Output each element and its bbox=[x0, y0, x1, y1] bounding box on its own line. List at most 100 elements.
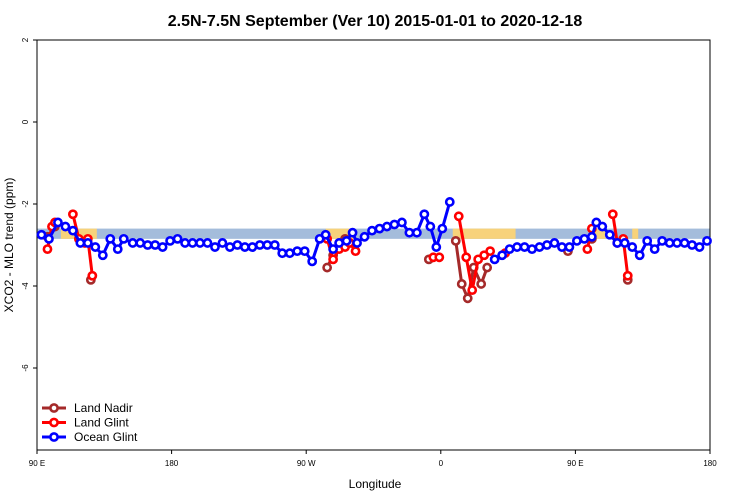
land-nadir-point bbox=[456, 279, 467, 289]
ocean-glint-point bbox=[519, 242, 530, 252]
legend-land-glint-marker bbox=[49, 417, 59, 428]
land-glint-point bbox=[582, 244, 593, 254]
ocean-glint-point bbox=[347, 227, 358, 238]
legend-ocean-glint-label: Ocean Glint bbox=[74, 430, 138, 444]
ocean-glint-point bbox=[702, 235, 712, 246]
ocean-glint-point bbox=[497, 250, 508, 261]
ocean-glint-point bbox=[642, 235, 653, 246]
land-glint-point bbox=[485, 246, 496, 257]
ocean-glint-point bbox=[97, 250, 108, 261]
land-glint-point bbox=[461, 252, 472, 263]
ocean-glint-point bbox=[549, 238, 560, 248]
ticks-layer: 90 E 180 90 W 0 90 E 180 2 0 -2 -4 -6 bbox=[21, 37, 717, 468]
ocean-glint-point bbox=[619, 238, 630, 248]
land-glint-point bbox=[467, 285, 478, 295]
land-nadir-point bbox=[462, 293, 473, 304]
ocean-glint-point bbox=[53, 217, 63, 228]
land-nadir-point bbox=[322, 262, 333, 273]
ocean-glint-point bbox=[44, 233, 54, 244]
ocean-glint-point bbox=[489, 254, 500, 265]
ocean-glint-point bbox=[542, 240, 552, 250]
x-tick-label: 0 bbox=[439, 459, 444, 468]
ocean-glint-point bbox=[411, 227, 422, 238]
x-tick-label: 90 W bbox=[297, 459, 316, 468]
ocean-glint-point bbox=[397, 217, 407, 228]
ocean-glint-point bbox=[367, 225, 377, 236]
y-tick-label: 2 bbox=[21, 37, 30, 42]
ocean-glint-point bbox=[112, 244, 123, 254]
ocean-glint-point bbox=[657, 235, 668, 246]
ocean-glint-point bbox=[431, 242, 442, 252]
ocean-glint-point bbox=[307, 256, 318, 267]
ocean-glint-point bbox=[82, 238, 93, 248]
ocean-glint-point bbox=[262, 240, 273, 250]
land-glint-point bbox=[350, 246, 361, 257]
ocean-glint-point bbox=[202, 238, 213, 248]
ocean-glint-point bbox=[382, 221, 392, 232]
land-glint-point bbox=[607, 209, 618, 220]
ocean-glint-point bbox=[579, 233, 590, 244]
plot-frame bbox=[36, 39, 711, 451]
land-nadir-point bbox=[450, 235, 461, 246]
ocean-glint-point bbox=[425, 221, 436, 232]
ocean-glint-point bbox=[352, 238, 362, 248]
ocean-glint-point bbox=[105, 233, 116, 244]
ocean-glint-point bbox=[564, 242, 575, 252]
chart-title: 2.5N-7.5N September (Ver 10) 2015-01-01 … bbox=[168, 13, 583, 30]
ocean-glint-point bbox=[557, 242, 567, 252]
ocean-glint-point bbox=[694, 242, 705, 252]
ocean-glint-point bbox=[225, 242, 235, 252]
ocean-glint-point bbox=[195, 238, 205, 248]
y-tick-label: -4 bbox=[21, 282, 30, 290]
y-tick-label: -6 bbox=[21, 364, 30, 372]
ocean-glint-point bbox=[649, 244, 660, 254]
legend-ocean-glint-marker bbox=[49, 432, 59, 442]
legend-land-nadir-label: Land Nadir bbox=[74, 401, 133, 415]
yellow-band bbox=[325, 228, 355, 239]
ocean-glint-point bbox=[419, 209, 430, 220]
ocean-glint-point bbox=[165, 235, 176, 246]
ocean-glint-point bbox=[247, 242, 258, 252]
ocean-glint-point bbox=[612, 238, 623, 248]
x-tick-label: 90 E bbox=[567, 459, 583, 468]
y-axis-label: XCO2 - MLO trend (ppm) bbox=[2, 178, 16, 313]
ocean-glint-point bbox=[118, 233, 129, 244]
ocean-glint-point bbox=[67, 225, 78, 236]
legend-land-glint-label: Land Glint bbox=[74, 416, 129, 430]
ocean-glint-point bbox=[217, 238, 228, 248]
ocean-glint-point bbox=[404, 227, 415, 238]
ocean-glint-point bbox=[627, 242, 638, 252]
ocean-glint-point bbox=[534, 242, 545, 252]
ocean-glint-point bbox=[254, 240, 265, 250]
ocean-glint-point bbox=[180, 238, 190, 248]
ocean-glint-point bbox=[571, 235, 582, 246]
ocean-glint-point bbox=[328, 244, 339, 254]
ocean-glint-point bbox=[60, 221, 71, 232]
ocean-glint-point bbox=[604, 229, 615, 240]
yellow-band bbox=[632, 228, 639, 239]
ocean-glint-point bbox=[239, 242, 250, 252]
land-glint-point bbox=[328, 254, 339, 265]
ocean-glint-point bbox=[284, 248, 295, 259]
land-nadir-point bbox=[482, 262, 493, 273]
ocean-glint-point bbox=[90, 242, 101, 252]
ocean-glint-point bbox=[299, 246, 310, 257]
ocean-glint-point bbox=[75, 238, 86, 248]
yellow-band bbox=[452, 228, 516, 239]
ocean-glint-point bbox=[135, 238, 146, 248]
x-tick-label: 180 bbox=[165, 459, 179, 468]
ocean-glint-point bbox=[320, 229, 331, 240]
land-glint-point bbox=[87, 270, 98, 281]
x-tick-label: 90 E bbox=[29, 459, 45, 468]
ocean-glint-point bbox=[687, 240, 697, 250]
y-tick-label: 0 bbox=[21, 119, 30, 124]
ocean-glint-point bbox=[210, 242, 220, 252]
x-tick-label: 180 bbox=[703, 459, 717, 468]
series-layer bbox=[36, 197, 712, 304]
ocean-glint-point bbox=[597, 221, 608, 232]
ocean-glint-point bbox=[334, 238, 345, 248]
ocean-glint-point bbox=[444, 197, 455, 207]
land-glint-point bbox=[434, 252, 445, 263]
y-tick-label: -2 bbox=[21, 200, 30, 208]
